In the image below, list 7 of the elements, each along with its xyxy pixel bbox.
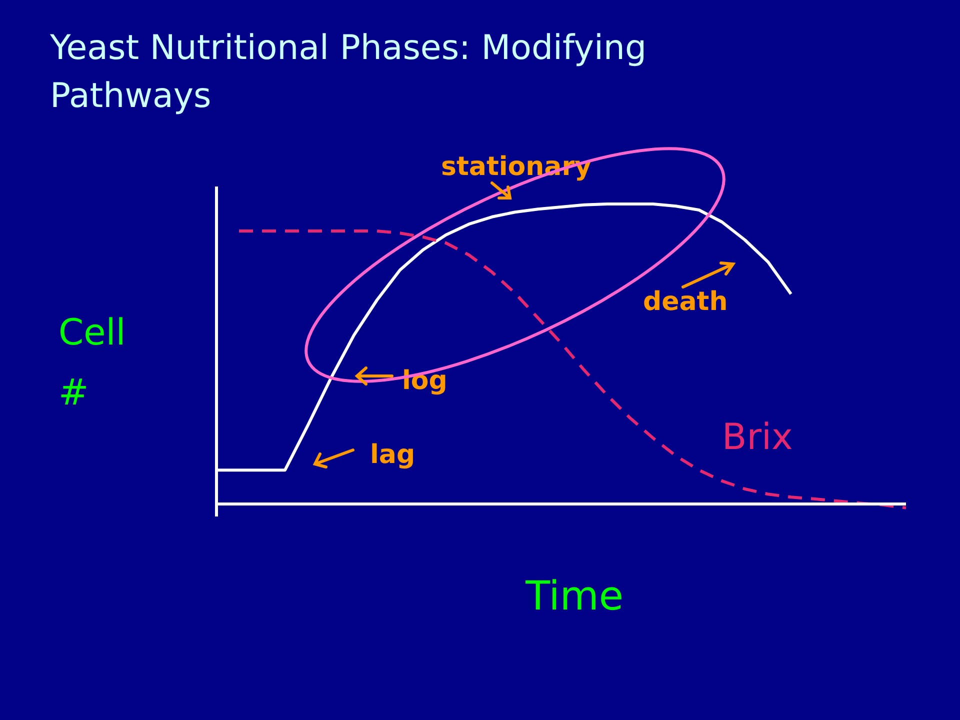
annotation: log: [402, 366, 448, 396]
y-axis-title: Cell #: [58, 312, 126, 414]
chart-title: Yeast Nutritional Phases: Modifying Pathways: [49, 28, 647, 116]
x-axis-title: Time: [524, 574, 624, 620]
annotation: death: [643, 287, 728, 317]
annotation: lag: [370, 440, 416, 470]
series-label: Brix: [722, 417, 793, 458]
